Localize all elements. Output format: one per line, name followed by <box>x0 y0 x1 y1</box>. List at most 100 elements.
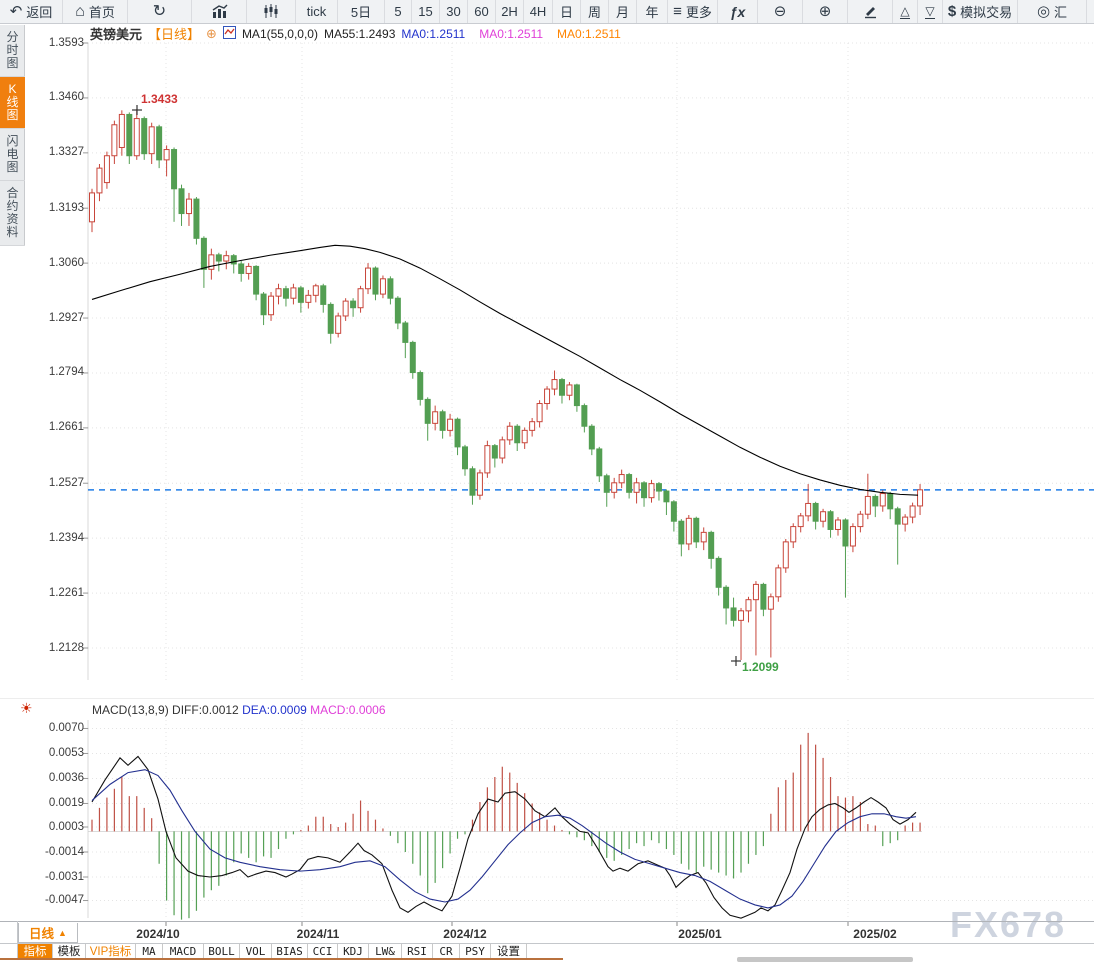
macd-params: MACD(13,8,9) <box>92 703 169 717</box>
toolbar-candle-chart[interactable] <box>247 0 296 23</box>
tab-模板[interactable]: 模板 <box>53 944 86 958</box>
tab-设置[interactable]: 设置 <box>491 944 527 958</box>
macd-diff-value: DIFF:0.0012 <box>172 703 239 717</box>
triangle-up-tool-icon: △ <box>900 3 910 19</box>
toolbar-period-5[interactable]: 5 <box>385 0 412 23</box>
pencil-icon <box>862 4 878 19</box>
toolbar-tick[interactable]: tick <box>296 0 338 23</box>
price-axis-label-8: 1.2527 <box>48 476 84 489</box>
time-axis-label-1: 2024/11 <box>296 927 340 941</box>
toolbar-more-label: 更多 <box>685 5 712 20</box>
macd-axis-label-2: 0.0036 <box>48 771 84 784</box>
sidebar-item-3[interactable]: 合约资料 <box>0 181 25 246</box>
period-tag: 【日线】 <box>148 27 201 42</box>
macd-macd-value: MACD:0.0006 <box>310 703 386 717</box>
toolbar-back-label: 返回 <box>26 5 53 20</box>
macd-axis-label-7: -0.0047 <box>44 894 84 907</box>
ma55-value: MA55:1.2493 <box>323 26 396 41</box>
bottom-left-divider <box>17 921 18 958</box>
toolbar-zoom-in[interactable]: ⊕ <box>803 0 848 23</box>
tabbar-border <box>0 943 1094 944</box>
price-axis-label-10: 1.2261 <box>48 586 84 599</box>
toolbar-period-day[interactable]: 日 <box>553 0 581 23</box>
high-price-annotation: 1.3433 <box>141 92 178 106</box>
macd-diff-line <box>91 755 917 919</box>
toolbar-draw[interactable] <box>848 0 893 23</box>
toolbar-sim-trade[interactable]: $ 模拟交易 <box>943 0 1018 23</box>
toolbar-period-day-label: 日 <box>559 5 573 20</box>
toolbar-period-2h[interactable]: 2H <box>496 0 524 23</box>
toolbar-refresh[interactable]: ↻ <box>128 0 192 23</box>
macd-header: MACD(13,8,9) DIFF:0.0012 DEA:0.0009 MACD… <box>92 703 386 717</box>
toolbar-period-60[interactable]: 60 <box>468 0 496 23</box>
toolbar-huitong-label: 汇 <box>1054 5 1068 20</box>
tab-CR[interactable]: CR <box>433 944 460 958</box>
tab-VIP指标[interactable]: VIP指标 <box>86 944 136 958</box>
horizontal-scrollbar-thumb[interactable] <box>737 957 913 962</box>
pane-separator <box>0 698 1094 699</box>
period-selector[interactable]: 日线 ▲ <box>18 923 78 943</box>
tab-VOL[interactable]: VOL <box>240 944 272 958</box>
dollar-icon: $ <box>947 3 957 20</box>
sidebar-item-char: K <box>8 82 17 96</box>
sidebar-item-char: 线 <box>6 95 19 109</box>
tab-KDJ[interactable]: KDJ <box>338 944 369 958</box>
tab-BIAS[interactable]: BIAS <box>272 944 308 958</box>
tab-RSI[interactable]: RSI <box>402 944 433 958</box>
toolbar-zoom-out[interactable]: ⊖ <box>758 0 803 23</box>
tab-BOLL[interactable]: BOLL <box>204 944 240 958</box>
toolbar-period-year[interactable]: 年 <box>637 0 668 23</box>
toolbar-period-month[interactable]: 月 <box>609 0 637 23</box>
toolbar-back[interactable]: ↶ 返回 <box>0 0 63 23</box>
toolbar-period-week-label: 周 <box>587 5 601 20</box>
symbol-name: 英镑美元 <box>90 27 143 42</box>
toolbar-period-4h-label: 4H <box>529 4 547 19</box>
triangle-up-icon: ▲ <box>58 927 67 938</box>
circled-plus-icon[interactable]: ⊕ <box>206 25 217 41</box>
high-marker-cross-icon <box>132 105 142 115</box>
sidebar-item-char: 图 <box>6 56 19 70</box>
price-axis-label-5: 1.2927 <box>48 311 84 324</box>
toolbar-period-30[interactable]: 30 <box>440 0 468 23</box>
toolbar-triangle-down[interactable]: ▽ <box>918 0 943 23</box>
sidebar-item-0[interactable]: 分时图 <box>0 25 25 77</box>
sidebar-item-2[interactable]: 闪电图 <box>0 129 25 181</box>
tab-LW&[interactable]: LW& <box>369 944 402 958</box>
toolbar-period-5d-label: 5日 <box>350 5 372 20</box>
house-icon: ⌂ <box>75 2 85 20</box>
refresh-icon: ↻ <box>152 2 167 20</box>
price-axis-label-4: 1.3060 <box>48 256 84 269</box>
toolbar-fx-functions[interactable]: ƒx <box>718 0 758 23</box>
tab-MA[interactable]: MA <box>136 944 163 958</box>
indicator-settings-sun-icon[interactable]: ☀ <box>20 700 33 716</box>
toolbar-period-5d[interactable]: 5日 <box>338 0 385 23</box>
tab-MACD[interactable]: MACD <box>163 944 204 958</box>
toolbar-bar-chart[interactable] <box>192 0 247 23</box>
toolbar-triangle-up[interactable]: △ <box>893 0 918 23</box>
tab-PSY[interactable]: PSY <box>460 944 491 958</box>
tab-指标[interactable]: 指标 <box>18 944 53 958</box>
ma-value-2: MA0:1.2511 <box>557 26 621 41</box>
sidebar-item-char: 图 <box>6 160 19 174</box>
toolbar-period-week[interactable]: 周 <box>581 0 609 23</box>
toolbar-period-15[interactable]: 15 <box>412 0 440 23</box>
sidebar-item-char: 合 <box>6 186 19 200</box>
toolbar-huitong[interactable]: ◎ 汇 <box>1018 0 1087 23</box>
zoom-out-icon: ⊖ <box>773 3 787 20</box>
macd-dea-line <box>91 769 917 909</box>
tab-CCI[interactable]: CCI <box>308 944 338 958</box>
sidebar-item-char: 资 <box>6 212 19 226</box>
price-axis-label-1: 1.3460 <box>48 91 84 104</box>
toolbar-period-month-label: 月 <box>615 5 629 20</box>
fx678-watermark: FX678 <box>950 904 1067 945</box>
ma-settings: MA1(55,0,0,0) <box>241 26 318 41</box>
ma55-line <box>91 244 919 496</box>
toolbar-period-4h[interactable]: 4H <box>524 0 553 23</box>
toolbar-more[interactable]: ≡ 更多 <box>668 0 718 23</box>
toolbar-home[interactable]: ⌂ 首页 <box>63 0 128 23</box>
macd-histogram <box>91 732 921 920</box>
macd-axis-label-1: 0.0053 <box>48 746 84 759</box>
